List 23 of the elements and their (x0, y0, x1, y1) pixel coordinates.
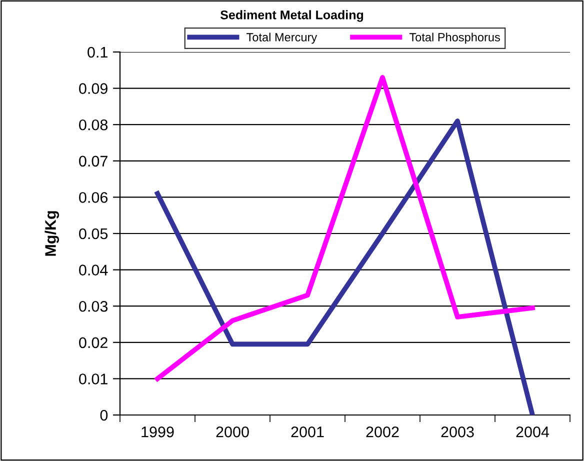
x-tick-label: 2000 (216, 426, 249, 438)
legend-label: Total Mercury (246, 32, 318, 44)
y-tick-label: 0.01 (79, 374, 108, 384)
y-tick-label: 0.09 (79, 83, 108, 94)
x-tick-label: 2003 (441, 426, 474, 438)
y-tick-label: 0.1 (88, 46, 108, 58)
x-tick-label: 2004 (516, 426, 550, 438)
line-series (155, 74, 535, 382)
y-axis-title: Mg/Kg (44, 211, 60, 256)
legend-label: Total Phosphorus (409, 32, 500, 44)
y-tick-label: 0.06 (79, 192, 108, 203)
y-tick-label: 0 (100, 410, 108, 421)
line-series (155, 118, 535, 415)
y-tick-label: 0.08 (79, 119, 108, 130)
y-tick-label: 0.04 (79, 264, 108, 276)
x-tick-label: 2001 (291, 426, 324, 438)
y-tick-label: 0.07 (79, 156, 108, 167)
x-tick-label: 1999 (142, 426, 174, 438)
chart-title: Sediment Metal Loading (220, 10, 364, 22)
y-tick-label: 0.05 (79, 228, 108, 240)
x-tick-label: 2002 (366, 426, 399, 438)
y-tick-label: 0.02 (79, 337, 108, 348)
y-tick-label: 0.03 (79, 300, 108, 312)
